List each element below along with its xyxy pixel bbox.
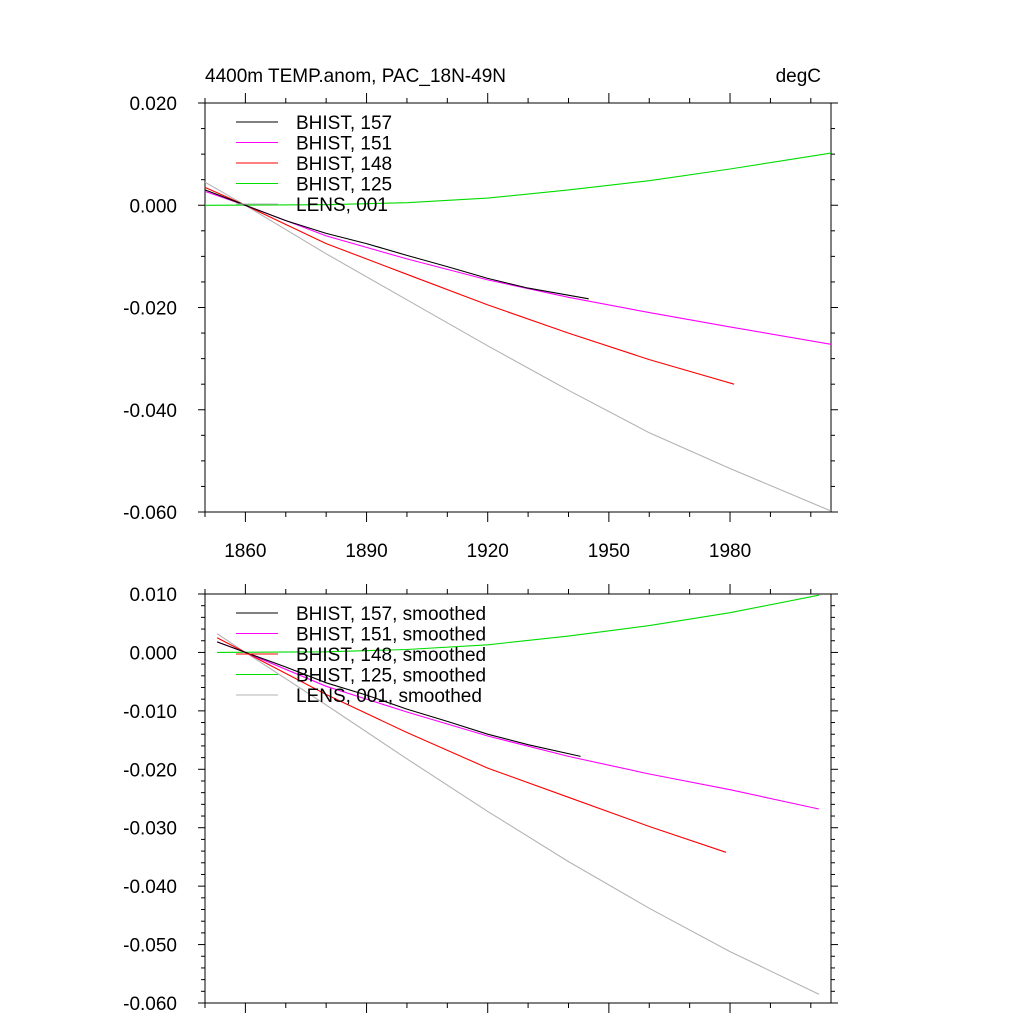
legend-label: BHIST, 151	[296, 134, 392, 155]
legend-label: BHIST, 125	[296, 175, 392, 196]
series-line-bhist-157-smoothed	[216, 641, 581, 757]
x-tick-label: 1980	[709, 541, 751, 562]
y-tick-label: -0.020	[123, 760, 177, 781]
y-tick-label: -0.060	[123, 994, 177, 1015]
legend-label: LENS, 001	[296, 195, 388, 216]
series-line-lens-001-smoothed	[216, 633, 820, 995]
y-tick-label: -0.060	[123, 503, 177, 524]
legend-label: BHIST, 157, smoothed	[296, 604, 486, 625]
series-line-bhist-148-smoothed	[216, 637, 727, 853]
series-line-bhist-151-smoothed	[216, 641, 820, 810]
series-line-bhist-125	[204, 152, 832, 206]
chart-title: 4400m TEMP.anom, PAC_18N-49N	[205, 66, 506, 87]
chart-panel-2: 0.010 0.000 -0.010 -0.020 -0.030 -0.040 -0.050…	[123, 584, 838, 1015]
y-tick-label: 0.010	[129, 585, 177, 606]
y-tick-label: -0.040	[123, 877, 177, 898]
legend-label: LENS, 001, smoothed	[296, 686, 482, 707]
y-tick-label: -0.030	[123, 819, 177, 840]
x-tick-label: 1890	[345, 541, 387, 562]
units-label: degC	[776, 66, 821, 87]
series-line-lens-001	[204, 181, 832, 512]
x-tick-label: 1950	[588, 541, 630, 562]
plot-frame	[204, 593, 832, 1004]
y-tick-label: 0.000	[129, 643, 177, 664]
legend-label: BHIST, 148	[296, 154, 392, 175]
y-tick-label: -0.020	[123, 299, 177, 320]
x-tick-label: 1860	[224, 541, 266, 562]
y-tick-label: -0.050	[123, 936, 177, 957]
y-tick-label: 0.020	[129, 94, 177, 115]
series-line-bhist-157	[204, 189, 589, 300]
y-tick-label: -0.010	[123, 702, 177, 723]
y-tick-label: 0.000	[129, 196, 177, 217]
x-tick-label: 1920	[467, 541, 509, 562]
legend-label: BHIST, 151, smoothed	[296, 625, 486, 646]
legend-label: BHIST, 157	[296, 113, 392, 134]
legend-label: BHIST, 148, smoothed	[296, 645, 486, 666]
series-line-bhist-125-smoothed	[217, 594, 820, 653]
series-line-bhist-148	[204, 186, 735, 385]
y-tick-label: -0.040	[123, 401, 177, 422]
legend-label: BHIST, 125, smoothed	[296, 666, 486, 687]
chart-panel-1: 4400m TEMP.anom, PAC_18N-49N degC 0.020 0.0…	[123, 66, 838, 562]
